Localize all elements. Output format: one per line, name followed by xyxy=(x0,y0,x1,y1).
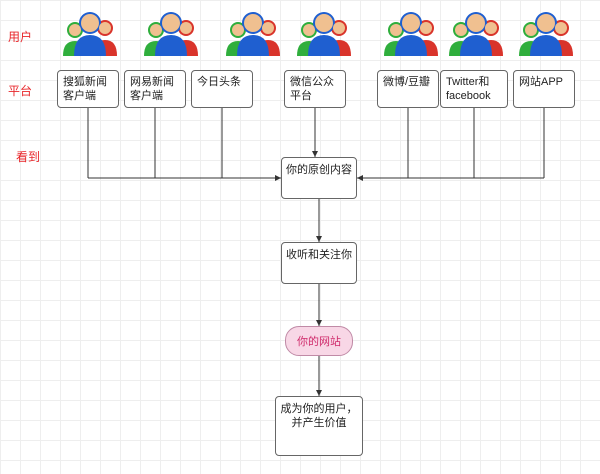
row-label-platforms: 平台 xyxy=(8,84,33,98)
node-sohu[interactable]: 搜狐新闻客户端 xyxy=(57,70,119,108)
node-become-user[interactable]: 成为你的用户，并产生价值 xyxy=(275,396,363,456)
node-twitter-facebook[interactable]: Twitter和facebook xyxy=(440,70,508,108)
node-weibo-douban[interactable]: 微博/豆瓣 xyxy=(377,70,439,108)
node-original-content[interactable]: 你的原创内容 xyxy=(281,157,357,199)
node-toutiao[interactable]: 今日头条 xyxy=(191,70,253,108)
avatar-group-icon-1 xyxy=(63,12,117,56)
row-label-users: 用户 xyxy=(8,30,33,44)
avatar-group-icon-5 xyxy=(384,12,438,56)
avatar-group-icon-2 xyxy=(144,12,198,56)
node-your-website[interactable]: 你的网站 xyxy=(285,326,353,356)
avatar-group-icon-4 xyxy=(297,12,351,56)
node-website-app[interactable]: 网站APP xyxy=(513,70,575,108)
avatar-group-icon-7 xyxy=(519,12,573,56)
avatar-group-icon-6 xyxy=(449,12,503,56)
node-netease[interactable]: 网易新闻客户端 xyxy=(124,70,186,108)
row-label-seen: 看到 xyxy=(16,150,41,164)
node-wechat[interactable]: 微信公众平台 xyxy=(284,70,346,108)
avatar-group-icon-3 xyxy=(226,12,280,56)
node-follow-you[interactable]: 收听和关注你 xyxy=(281,242,357,284)
